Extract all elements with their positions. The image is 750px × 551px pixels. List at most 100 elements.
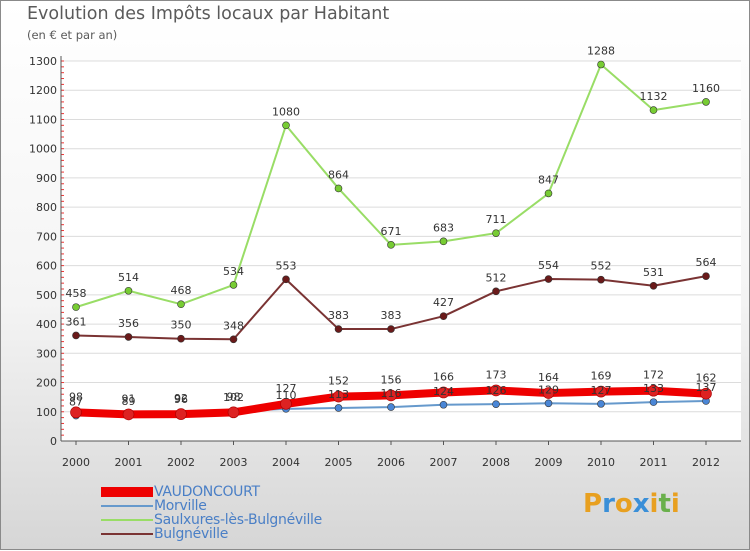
y-tick-label: 100 [36, 406, 57, 419]
legend-swatch [101, 519, 153, 521]
data-label: 110 [276, 389, 297, 402]
data-point [544, 399, 553, 408]
data-point [70, 406, 82, 419]
data-label: 564 [696, 256, 717, 269]
data-label: 96 [174, 393, 188, 406]
plot-area [61, 61, 741, 441]
logo-letter: i [649, 489, 659, 519]
logo-letter: t [658, 489, 671, 519]
legend-label: Bulgnéville [154, 526, 229, 542]
data-point [597, 400, 605, 408]
data-point [229, 281, 238, 289]
data-point [72, 331, 80, 340]
legend-swatch [101, 533, 153, 535]
data-label: 92 [174, 392, 188, 405]
data-point [387, 325, 395, 333]
x-tick-label: 2005 [325, 456, 353, 469]
data-point [177, 334, 185, 343]
data-label: 383 [381, 309, 402, 322]
x-tick-label: 2004 [272, 456, 300, 469]
data-label: 350 [171, 319, 192, 332]
y-tick-label: 600 [36, 260, 57, 273]
data-point [492, 400, 500, 408]
y-tick-label: 700 [36, 230, 57, 243]
data-point [334, 404, 343, 412]
data-label: 1080 [272, 105, 300, 118]
logo-letter: o [614, 489, 633, 519]
data-point [334, 325, 343, 333]
x-tick-label: 2003 [220, 456, 248, 469]
data-point [597, 275, 605, 284]
y-tick-label: 400 [36, 318, 57, 331]
data-label: 156 [381, 373, 402, 386]
data-label: 864 [328, 168, 349, 181]
data-point [439, 237, 448, 246]
logo-letter: i [670, 489, 680, 519]
data-point [282, 275, 290, 284]
x-tick-label: 2001 [115, 456, 143, 469]
data-point [227, 406, 240, 419]
data-label: 458 [66, 287, 87, 300]
data-point [177, 300, 185, 309]
data-label: 169 [591, 370, 612, 383]
data-point [542, 387, 555, 399]
data-point [122, 408, 135, 421]
data-point [649, 281, 658, 290]
data-label: 124 [433, 385, 454, 398]
data-label: 172 [643, 369, 664, 382]
data-point [649, 106, 658, 114]
y-tick-label: 900 [36, 172, 57, 185]
data-point [334, 184, 343, 193]
data-point [387, 241, 395, 249]
x-tick-label: 2010 [587, 456, 615, 469]
data-point [492, 229, 500, 237]
data-point [490, 384, 502, 397]
data-point [124, 333, 133, 341]
data-point [332, 390, 345, 403]
data-point [647, 384, 660, 397]
data-label: 1160 [692, 82, 720, 95]
data-label: 133 [643, 382, 664, 395]
data-label: 98 [69, 390, 83, 403]
data-point [282, 121, 290, 130]
data-label: 173 [486, 368, 507, 381]
data-point [280, 398, 292, 410]
data-label: 127 [591, 384, 612, 397]
data-label: 91 [122, 392, 136, 405]
data-point [702, 98, 710, 106]
data-label: 164 [538, 371, 559, 384]
data-point [597, 60, 605, 69]
logo-letter: x [632, 489, 650, 519]
proxiti-logo: Proxiti [583, 489, 680, 519]
x-tick-label: 2006 [377, 456, 405, 469]
data-label: 126 [486, 384, 507, 397]
logo-letter: r [602, 489, 615, 519]
legend-label: VAUDONCOURT [154, 484, 260, 500]
data-label: 166 [433, 370, 454, 383]
legend-label: Saulxures-lès-Bulgnéville [154, 512, 322, 528]
data-label: 1132 [640, 90, 668, 103]
y-tick-label: 1000 [29, 143, 57, 156]
data-label: 98 [227, 390, 241, 403]
data-label: 361 [66, 315, 87, 328]
y-tick-label: 800 [36, 201, 57, 214]
chart-title: Evolution des Impôts locaux par Habitant [27, 4, 390, 24]
data-label: 129 [538, 383, 559, 396]
data-point [437, 386, 450, 399]
data-point [124, 286, 133, 295]
data-point [385, 389, 397, 402]
data-label: 552 [591, 260, 612, 273]
y-tick-label: 1200 [29, 84, 57, 97]
x-tick-label: 2012 [692, 456, 720, 469]
data-label: 127 [276, 382, 297, 395]
y-tick-label: 1100 [29, 113, 57, 126]
logo-letter: P [583, 489, 603, 519]
data-point [702, 272, 710, 280]
data-label: 102 [223, 391, 244, 404]
data-point [175, 408, 187, 420]
data-label: 162 [696, 372, 717, 385]
data-point [439, 312, 448, 320]
data-label: 113 [328, 388, 349, 401]
y-tick-label: 200 [36, 377, 57, 390]
